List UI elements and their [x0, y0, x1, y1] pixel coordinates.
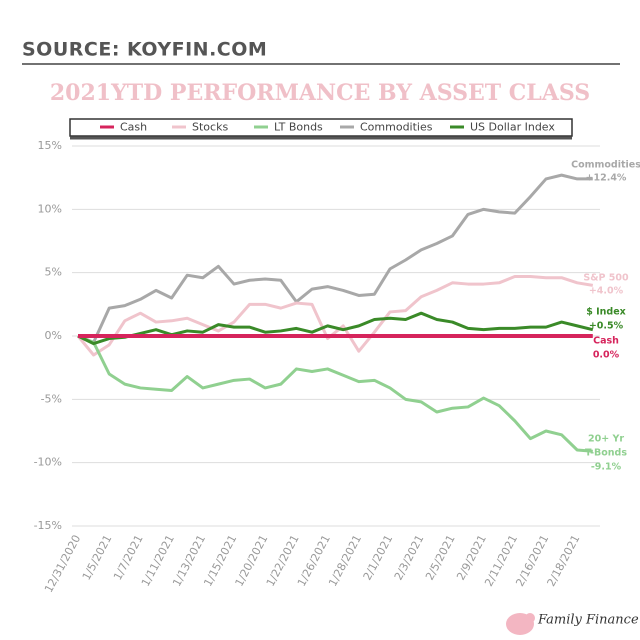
plot: -15%-10%-5%0%5%10%15%12/31/20201/5/20211… — [34, 139, 640, 595]
end-label: 20+ Yr — [588, 434, 624, 445]
y-tick-label: -5% — [41, 392, 62, 405]
end-label: +12.4% — [586, 173, 627, 184]
y-tick-label: 10% — [38, 202, 62, 215]
end-label: T-Bonds — [585, 448, 627, 459]
y-tick-label: -10% — [34, 456, 62, 469]
end-label: +0.5% — [589, 321, 624, 332]
end-label: +4.0% — [589, 286, 624, 297]
source: SOURCE: KOYFIN.COM — [22, 39, 267, 61]
y-tick-label: 5% — [45, 266, 62, 279]
end-label: -9.1% — [591, 462, 622, 473]
series-line — [77, 311, 594, 346]
y-tick-label: -15% — [34, 519, 62, 532]
chart-title: 2021YTD PERFORMANCE BY ASSET CLASS — [50, 80, 590, 106]
brand: Family Finance Mom — [537, 613, 640, 628]
end-label: Cash — [593, 336, 619, 347]
series-line — [77, 334, 593, 453]
legend: Cash Stocks LT Bonds Commodities US Dollar I… — [100, 121, 555, 134]
series-line — [77, 173, 593, 344]
y-tick-label: 0% — [45, 329, 62, 342]
legend-label: US Dollar Index — [470, 121, 555, 134]
end-label: Commodities — [571, 160, 640, 171]
legend-box — [69, 118, 573, 137]
legend-label: Commodities — [360, 121, 433, 134]
legend-label: Stocks — [192, 121, 228, 134]
y-tick-label: 15% — [38, 139, 62, 152]
series-line — [76, 274, 594, 357]
end-label: $ Index — [586, 307, 626, 318]
legend-label: LT Bonds — [274, 121, 323, 134]
end-label: S&P 500 — [583, 273, 629, 284]
brand-logo: Family Finance Mom — [506, 613, 640, 635]
end-label: 0.0% — [593, 350, 620, 361]
legend-label: Cash — [120, 121, 147, 134]
